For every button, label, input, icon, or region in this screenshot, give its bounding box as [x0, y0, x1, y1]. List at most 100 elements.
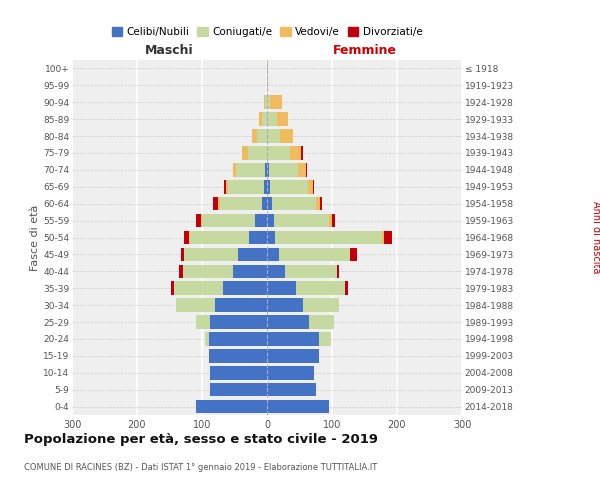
Bar [176, 298, 215, 312]
Bar [226, 180, 228, 194]
Bar [267, 383, 316, 396]
Bar [233, 163, 236, 176]
Bar [200, 214, 202, 228]
Bar [209, 349, 267, 362]
Bar [205, 332, 209, 345]
Bar [267, 96, 270, 109]
Bar [267, 349, 319, 362]
Bar [267, 366, 314, 380]
Bar [306, 163, 307, 176]
Y-axis label: Fasce di età: Fasce di età [30, 204, 40, 270]
Bar [267, 163, 269, 176]
Bar [267, 230, 275, 244]
Bar [275, 230, 382, 244]
Bar [252, 130, 257, 143]
Bar [350, 248, 356, 261]
Bar [270, 180, 308, 194]
Bar [278, 248, 350, 261]
Bar [267, 332, 319, 345]
Bar [290, 146, 301, 160]
Bar [267, 248, 278, 261]
Bar [179, 264, 182, 278]
Bar [264, 96, 265, 109]
Bar [345, 282, 348, 295]
Bar [171, 282, 174, 295]
Bar [267, 264, 285, 278]
Bar [196, 316, 210, 329]
Bar [267, 298, 303, 312]
Bar [277, 112, 289, 126]
Bar [218, 197, 220, 210]
Bar [236, 163, 265, 176]
Bar [267, 316, 309, 329]
Legend: Celibi/Nubili, Coniugati/e, Vedovi/e, Divorziati/e: Celibi/Nubili, Coniugati/e, Vedovi/e, Di… [107, 22, 427, 41]
Bar [301, 146, 303, 160]
Bar [320, 197, 322, 210]
Bar [332, 214, 335, 228]
Bar [264, 180, 267, 194]
Bar [269, 163, 298, 176]
Bar [298, 163, 306, 176]
Bar [267, 180, 270, 194]
Bar [319, 332, 331, 345]
Bar [256, 214, 267, 228]
Bar [267, 130, 280, 143]
Bar [296, 282, 345, 295]
Bar [267, 197, 272, 210]
Bar [259, 112, 262, 126]
Bar [262, 197, 267, 210]
Bar [182, 264, 233, 278]
Bar [337, 264, 339, 278]
Bar [189, 230, 190, 244]
Bar [267, 146, 290, 160]
Text: Maschi: Maschi [145, 44, 194, 57]
Bar [316, 197, 320, 210]
Bar [265, 96, 267, 109]
Bar [267, 62, 268, 75]
Bar [267, 400, 329, 413]
Bar [265, 163, 267, 176]
Bar [257, 130, 267, 143]
Bar [267, 282, 296, 295]
Bar [329, 214, 332, 228]
Bar [228, 180, 264, 194]
Bar [210, 366, 267, 380]
Bar [210, 383, 267, 396]
Bar [262, 112, 267, 126]
Bar [313, 180, 314, 194]
Bar [224, 180, 226, 194]
Bar [184, 230, 189, 244]
Bar [270, 96, 282, 109]
Bar [215, 298, 267, 312]
Bar [280, 130, 293, 143]
Bar [249, 230, 267, 244]
Bar [285, 264, 337, 278]
Bar [267, 214, 274, 228]
Bar [196, 400, 267, 413]
Bar [274, 214, 329, 228]
Text: Anni di nascita: Anni di nascita [591, 202, 600, 274]
Bar [267, 78, 268, 92]
Bar [238, 248, 267, 261]
Bar [209, 332, 267, 345]
Bar [242, 146, 248, 160]
Bar [384, 230, 392, 244]
Bar [184, 248, 238, 261]
Bar [190, 230, 249, 244]
Bar [174, 282, 223, 295]
Bar [181, 248, 184, 261]
Bar [248, 146, 267, 160]
Bar [272, 197, 316, 210]
Text: Femmine: Femmine [332, 44, 397, 57]
Text: COMUNE DI RACINES (BZ) - Dati ISTAT 1° gennaio 2019 - Elaborazione TUTTITALIA.IT: COMUNE DI RACINES (BZ) - Dati ISTAT 1° g… [24, 462, 377, 471]
Bar [196, 214, 200, 228]
Bar [382, 230, 384, 244]
Bar [267, 112, 277, 126]
Text: Popolazione per età, sesso e stato civile - 2019: Popolazione per età, sesso e stato civil… [24, 432, 378, 446]
Bar [223, 282, 267, 295]
Bar [233, 264, 267, 278]
Bar [220, 197, 262, 210]
Bar [303, 298, 338, 312]
Bar [210, 316, 267, 329]
Bar [202, 214, 256, 228]
